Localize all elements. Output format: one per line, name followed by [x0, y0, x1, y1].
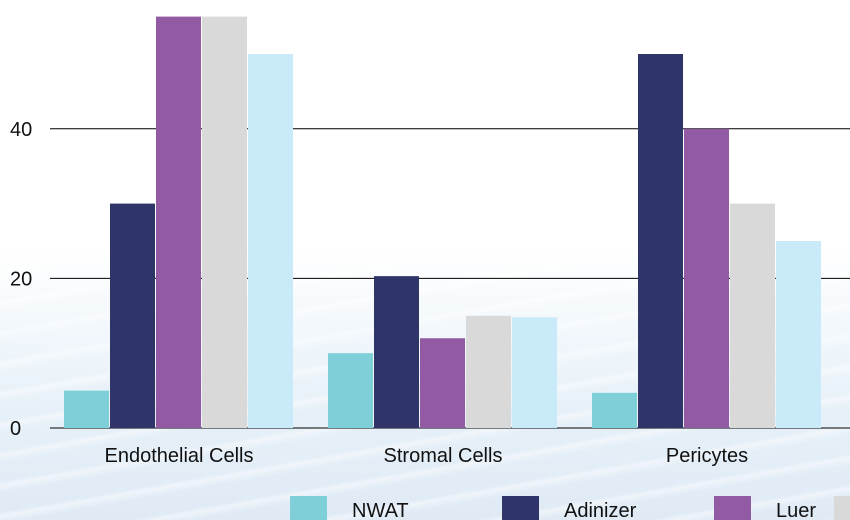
- bar-s0-c2: [592, 392, 637, 428]
- category-label-2: Pericytes: [666, 445, 748, 467]
- legend-label-0: NWAT: [352, 500, 409, 520]
- legend-swatch-0: [290, 496, 327, 520]
- category-label-1: Stromal Cells: [384, 445, 503, 467]
- legend-swatch-1: [502, 496, 539, 520]
- legend-swatch-2: [714, 496, 751, 520]
- bar-s1-c1: [374, 276, 419, 428]
- y-tick-label-1: 20: [10, 268, 32, 290]
- bar-s4-c2: [776, 241, 821, 428]
- bar-s2-c0: [156, 16, 201, 428]
- legend-label-2: Luer: [776, 500, 816, 520]
- bar-s3-c1: [466, 315, 511, 428]
- bar-s0-c0: [64, 390, 109, 428]
- bar-s3-c2: [730, 203, 775, 428]
- x-axis-categories: Endothelial Cells Stromal Cells Pericytes: [105, 445, 749, 467]
- y-tick-label-0: 0: [10, 418, 21, 440]
- bar-s4-c1: [512, 317, 557, 428]
- bar-s1-c2: [638, 54, 683, 428]
- y-axis-ticks: 0 20 40: [10, 119, 32, 440]
- bars: [64, 16, 821, 429]
- legend: NWAT Adinizer Luer: [290, 496, 850, 520]
- bar-s2-c2: [684, 128, 729, 429]
- legend-label-1: Adinizer: [564, 500, 637, 520]
- bar-s0-c1: [328, 353, 373, 428]
- y-tick-label-2: 40: [10, 119, 32, 141]
- bar-s3-c0: [202, 16, 247, 428]
- legend-swatch-3: [834, 496, 850, 520]
- bar-s2-c1: [420, 338, 465, 428]
- bar-s4-c0: [248, 54, 293, 428]
- category-label-0: Endothelial Cells: [105, 445, 254, 467]
- bar-s1-c0: [110, 203, 155, 428]
